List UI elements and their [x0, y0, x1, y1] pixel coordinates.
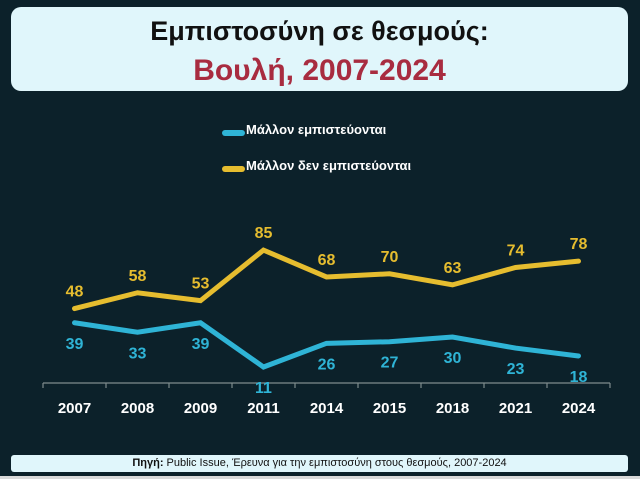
data-label: 26: [318, 356, 336, 373]
data-label: 63: [444, 260, 462, 277]
data-label: 11: [255, 380, 272, 397]
data-label: 85: [255, 225, 273, 242]
x-tick-label: 2008: [121, 400, 154, 417]
data-label: 48: [66, 284, 84, 301]
x-tick-label: 2009: [184, 400, 217, 417]
legend-swatch-distrust: [222, 166, 245, 172]
data-label: 18: [570, 369, 588, 386]
x-tick-label: 2007: [58, 400, 91, 417]
data-label: 68: [318, 252, 336, 269]
chart-subtitle: Βουλή, 2007-2024: [193, 54, 446, 87]
x-tick-label: 2021: [499, 400, 532, 417]
data-label: 27: [381, 355, 399, 372]
title-box: Εμπιστοσύνη σε θεσμούς: Βουλή, 2007-2024: [11, 7, 628, 91]
data-label: 33: [129, 345, 147, 362]
series-line-trust: [72, 320, 581, 370]
data-label: 78: [570, 236, 588, 253]
source-text: Public Issue, Έρευνα για την εμπιστοσύνη…: [163, 457, 507, 469]
legend-label-distrust: Μάλλον δεν εμπιστεύονται: [246, 158, 412, 173]
bottom-strip: [0, 476, 640, 479]
chart-title: Εμπιστοσύνη σε θεσμούς:: [150, 16, 489, 46]
data-label: 39: [192, 336, 210, 353]
data-label: 23: [507, 361, 525, 378]
data-label: 30: [444, 350, 462, 367]
data-label: 58: [129, 268, 147, 285]
source-note: Πηγή: Public Issue, Έρευνα για την εμπισ…: [11, 455, 628, 472]
x-tick-label: 2018: [436, 400, 469, 417]
x-tick-label: 2024: [562, 400, 596, 417]
legend-swatch-trust: [222, 130, 245, 136]
data-label: 39: [66, 336, 84, 353]
source-prefix: Πηγή:: [132, 457, 164, 469]
x-tick-label: 2015: [373, 400, 406, 417]
legend-label-trust: Μάλλον εμπιστεύονται: [246, 122, 387, 137]
x-tick-label: 2011: [247, 400, 280, 417]
series-line-distrust: [72, 247, 581, 312]
data-label: 53: [192, 276, 210, 293]
data-label: 74: [507, 242, 525, 259]
data-label: 70: [381, 249, 399, 266]
x-tick-label: 2014: [310, 400, 344, 417]
